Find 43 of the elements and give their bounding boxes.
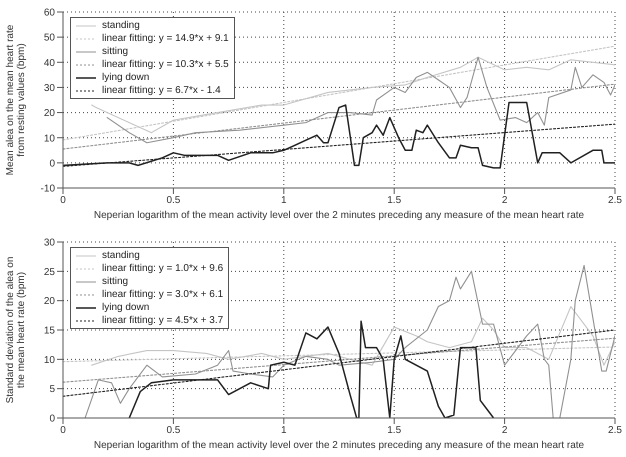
x-tick-label: 2: [502, 195, 508, 206]
x-axis-title: Neperian logarithm of the mean activity level over the 2 minutes preceding any measure of the mean heart rate: [94, 440, 585, 451]
y-tick-label: 25: [44, 266, 56, 278]
x-tick-label: 0: [60, 195, 66, 206]
x-tick-label: 1: [281, 425, 288, 436]
y-tick-label: 20: [44, 296, 56, 308]
y-tick-label: 30: [44, 82, 56, 94]
x-tick-label: 0.5: [166, 425, 181, 436]
y-tick-label: 0: [49, 414, 56, 425]
y-tick-label: 15: [44, 326, 56, 337]
legend-label: standing: [102, 249, 140, 262]
x-tick-label: 0: [60, 425, 66, 436]
legend-label: standing: [102, 19, 140, 32]
x-tick-label: 0.5: [166, 195, 181, 206]
legend-label: linear fitting: y = 10.3*x + 5.5: [102, 58, 229, 71]
x-tick-label: 2.5: [608, 425, 622, 436]
x-tick-label: 1.5: [387, 425, 402, 436]
legend-label: linear fitting: y = 3.0*x + 6.1: [102, 288, 224, 301]
x-tick-label: 1: [281, 195, 288, 206]
y-tick-label: 30: [44, 238, 56, 249]
legend-label: linear fitting: y = 6.7*x - 1.4: [102, 84, 221, 97]
x-tick-label: 1.5: [387, 195, 402, 206]
legend-label: linear fitting: y = 4.5*x + 3.7: [102, 314, 224, 327]
y-axis-title: Mean alea on the mean heart rate from resting values (bpm): [5, 24, 27, 176]
legend-label: linear fitting: y = 14.9*x + 9.1: [102, 32, 229, 45]
x-axis-title: Neperian logarithm of the mean activity level over the 2 minutes preceding any measure of the mean heart rate: [94, 210, 585, 221]
legend-label: sitting: [102, 45, 128, 58]
legend-label: sitting: [102, 275, 128, 288]
x-tick-label: 2.5: [608, 195, 622, 206]
y-tick-label: 50: [44, 32, 56, 44]
y-tick-label: 10: [44, 133, 56, 144]
y-tick-label: 5: [49, 384, 56, 396]
y-tick-label: 0: [49, 158, 56, 170]
legend-label: lying down: [102, 301, 150, 314]
legend-label: lying down: [102, 71, 150, 84]
y-axis-title: Standard deviation of the alea on the mean heart rate (bpm): [5, 256, 27, 404]
y-tick-label: 60: [44, 8, 56, 19]
y-tick-label: 20: [44, 108, 56, 120]
y-tick-label: -10: [40, 184, 56, 195]
y-tick-label: 40: [44, 58, 56, 69]
y-tick-label: 10: [44, 354, 56, 366]
x-tick-label: 2: [502, 425, 508, 436]
legend-label: linear fitting: y = 1.0*x + 9.6: [102, 262, 224, 275]
